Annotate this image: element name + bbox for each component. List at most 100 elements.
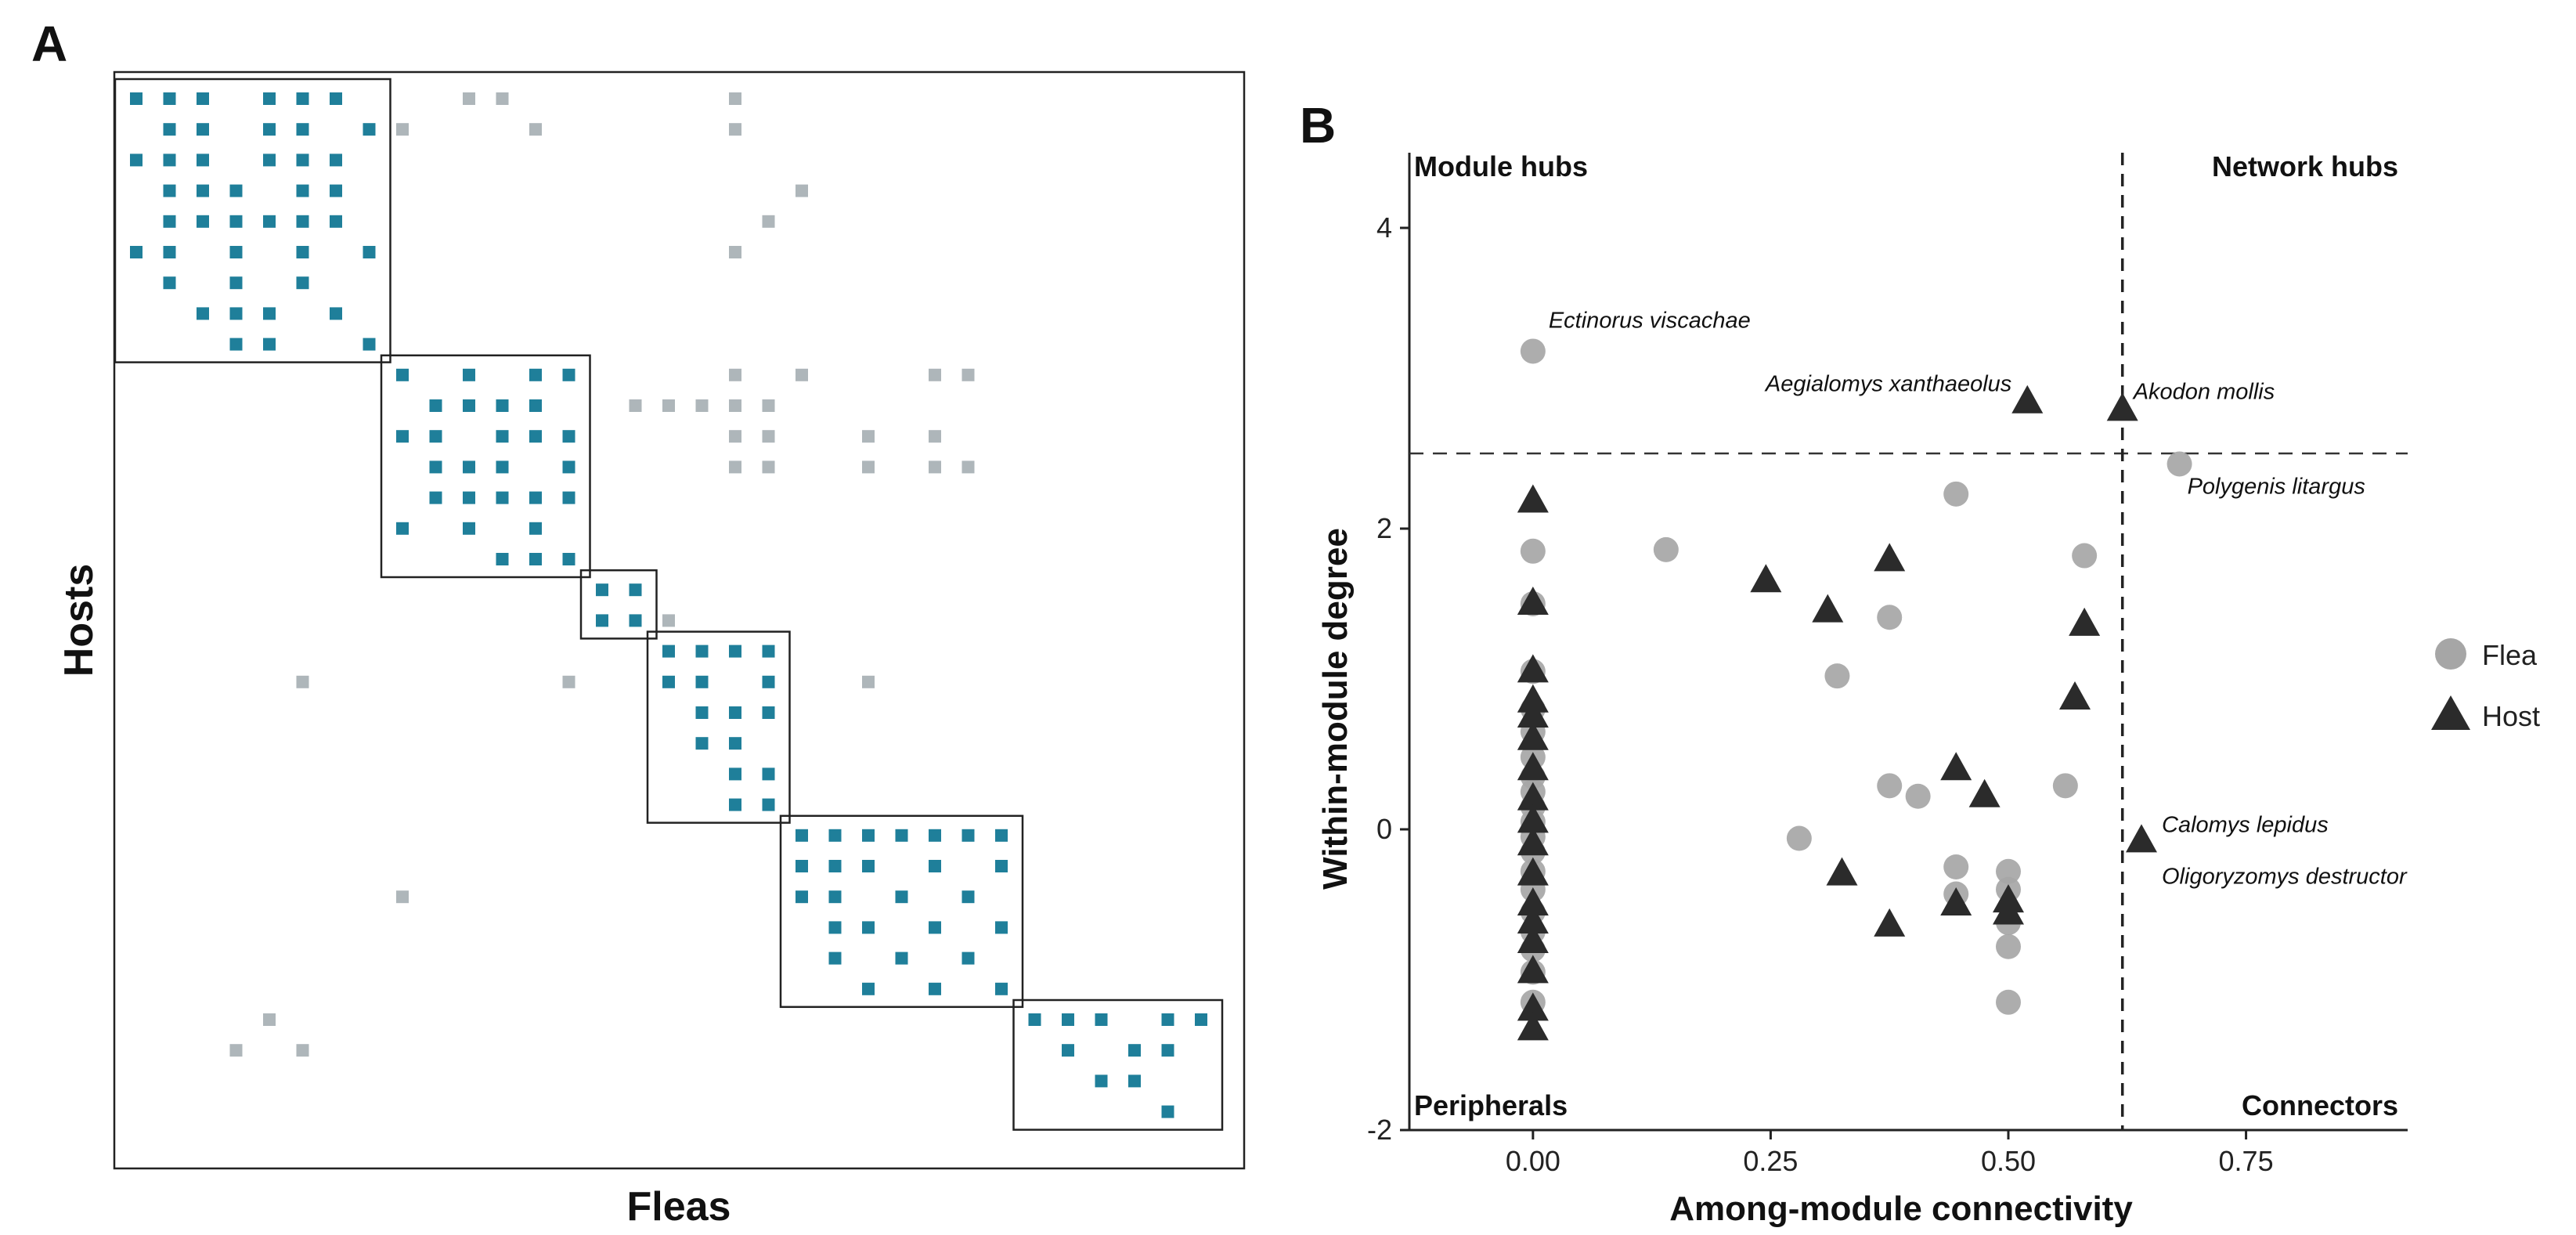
x-tick-label: 0.50 bbox=[1981, 1145, 2036, 1177]
within-module-cell bbox=[695, 645, 709, 658]
host-point bbox=[1874, 908, 1906, 937]
within-module-cell bbox=[828, 921, 842, 934]
within-module-cell bbox=[562, 430, 575, 443]
within-module-cell bbox=[330, 184, 342, 197]
flea-point bbox=[1877, 605, 1903, 630]
within-module-cell bbox=[330, 307, 342, 320]
legend: Flea Host bbox=[2431, 638, 2540, 732]
panel-a-letter: A bbox=[31, 16, 67, 72]
x-tick-label: 0.00 bbox=[1506, 1145, 1560, 1177]
between-module-cell bbox=[729, 92, 741, 105]
host-point bbox=[1517, 752, 1549, 781]
within-module-cell bbox=[828, 860, 842, 872]
within-module-cell bbox=[130, 153, 143, 167]
within-module-cell bbox=[796, 890, 808, 904]
within-module-cell bbox=[762, 645, 775, 658]
host-point bbox=[1993, 896, 2024, 925]
module-box bbox=[1012, 998, 1224, 1131]
within-module-cell bbox=[862, 982, 875, 995]
within-module-cell bbox=[529, 553, 542, 565]
within-module-cell bbox=[562, 460, 575, 474]
within-module-cell bbox=[828, 829, 842, 842]
within-module-cell bbox=[662, 645, 675, 658]
within-module-cell bbox=[629, 614, 642, 627]
within-module-cell bbox=[296, 184, 309, 197]
within-module-cell bbox=[296, 276, 309, 290]
within-module-cell bbox=[629, 583, 642, 597]
within-module-cell bbox=[197, 215, 209, 228]
within-module-cell bbox=[961, 890, 975, 904]
host-point bbox=[1517, 699, 1549, 728]
within-module-cell bbox=[762, 798, 775, 811]
within-module-cell bbox=[263, 92, 276, 105]
between-module-cell bbox=[463, 92, 475, 105]
flea-point bbox=[1905, 783, 1931, 809]
flea-point bbox=[1943, 481, 1969, 507]
annotation-label: Akodon mollis bbox=[2132, 379, 2275, 404]
within-module-cell bbox=[1095, 1074, 1108, 1088]
within-module-cell bbox=[229, 246, 243, 258]
host-point bbox=[1517, 1012, 1549, 1041]
host-point bbox=[2106, 392, 2138, 421]
within-module-cell bbox=[429, 460, 442, 474]
within-module-cell bbox=[729, 737, 741, 750]
within-module-cell bbox=[229, 307, 243, 320]
within-module-cell bbox=[1161, 1013, 1174, 1026]
host-point bbox=[1517, 804, 1549, 833]
within-module-cell bbox=[596, 614, 608, 627]
within-module-cell bbox=[562, 491, 575, 504]
within-module-cell bbox=[662, 675, 675, 688]
flea-point bbox=[1996, 933, 2021, 959]
within-module-cell bbox=[463, 491, 475, 504]
within-module-cell bbox=[363, 338, 376, 351]
panel-b-letter: B bbox=[1300, 97, 1336, 153]
within-module-cell bbox=[229, 338, 243, 351]
within-module-cell bbox=[862, 921, 875, 934]
within-module-cell bbox=[596, 583, 608, 597]
flea-point bbox=[1996, 989, 2021, 1015]
module-box bbox=[579, 569, 658, 640]
host-point bbox=[1517, 827, 1549, 856]
within-module-cell bbox=[862, 860, 875, 872]
within-module-cell bbox=[197, 92, 209, 105]
within-module-cell bbox=[396, 368, 409, 381]
within-module-cell bbox=[729, 645, 741, 658]
within-module-cell bbox=[961, 829, 975, 842]
annotation-label: Calomys lepidus bbox=[2162, 812, 2329, 837]
within-module-cell bbox=[1128, 1044, 1141, 1057]
host-point bbox=[1826, 857, 1858, 886]
within-module-cell bbox=[429, 399, 442, 412]
within-module-cell bbox=[296, 246, 309, 258]
x-tick-label: 0.25 bbox=[1743, 1145, 1798, 1177]
within-module-cell bbox=[130, 92, 143, 105]
within-module-cell bbox=[163, 276, 176, 290]
host-point bbox=[1812, 594, 1844, 623]
between-module-cell bbox=[562, 675, 575, 688]
between-module-cell bbox=[862, 460, 875, 474]
host-point bbox=[1517, 484, 1549, 513]
within-module-cell bbox=[929, 921, 941, 934]
host-point bbox=[1968, 778, 2001, 807]
between-module-cell bbox=[496, 92, 509, 105]
within-module-cell bbox=[895, 890, 908, 904]
between-module-cell bbox=[796, 184, 808, 197]
within-module-cell bbox=[762, 706, 775, 719]
within-module-cell bbox=[562, 553, 575, 565]
within-module-cell bbox=[796, 829, 808, 842]
within-module-cell bbox=[895, 952, 908, 965]
within-module-cell bbox=[197, 307, 209, 320]
within-module-cell bbox=[363, 246, 376, 258]
within-module-cell bbox=[729, 706, 741, 719]
flea-point bbox=[2052, 773, 2078, 799]
within-module-cell bbox=[463, 368, 475, 381]
within-module-cell bbox=[496, 553, 509, 565]
between-module-cell bbox=[529, 123, 542, 136]
between-module-cell bbox=[662, 399, 675, 412]
module-box bbox=[114, 78, 391, 363]
within-module-cell bbox=[995, 860, 1008, 872]
within-module-cell bbox=[163, 123, 176, 136]
within-module-cell bbox=[229, 184, 243, 197]
corner-label-connectors: Connectors bbox=[2242, 1089, 2398, 1121]
between-module-cell bbox=[762, 215, 775, 228]
